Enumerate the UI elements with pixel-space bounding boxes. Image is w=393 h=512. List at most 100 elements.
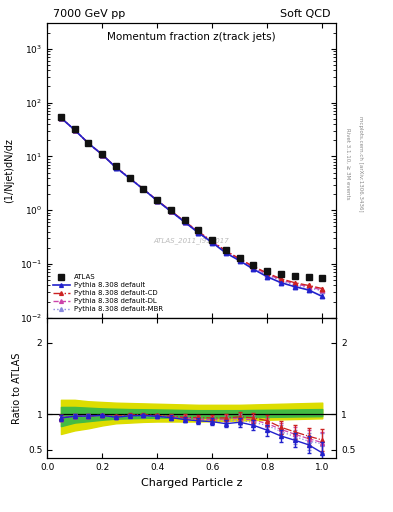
ATLAS (59, 114, 63, 120)
Y-axis label: Ratio to ATLAS: Ratio to ATLAS (12, 352, 22, 424)
Pythia 8.308 default (127, 175, 132, 181)
Line: Pythia 8.308 default-DL: Pythia 8.308 default-DL (59, 116, 325, 292)
Pythia 8.308 default-MBR (320, 288, 325, 294)
Pythia 8.308 default-CD (155, 197, 160, 203)
Pythia 8.308 default-MBR (237, 257, 242, 263)
Y-axis label: (1/Njet)dN/dz: (1/Njet)dN/dz (4, 138, 15, 203)
Pythia 8.308 default-DL (237, 257, 242, 263)
ATLAS (155, 197, 160, 203)
Line: Pythia 8.308 default-MBR: Pythia 8.308 default-MBR (59, 116, 325, 293)
Line: ATLAS: ATLAS (58, 113, 325, 281)
Pythia 8.308 default-CD (210, 238, 215, 244)
Pythia 8.308 default-MBR (141, 186, 146, 193)
ATLAS (196, 227, 201, 233)
Line: Pythia 8.308 default-CD: Pythia 8.308 default-CD (59, 116, 325, 291)
ATLAS (279, 271, 283, 277)
Pythia 8.308 default-CD (59, 115, 63, 121)
Pythia 8.308 default-DL (196, 229, 201, 236)
Pythia 8.308 default (196, 230, 201, 236)
ATLAS (265, 268, 270, 274)
Text: 7000 GeV pp: 7000 GeV pp (53, 9, 125, 18)
ATLAS (169, 207, 173, 214)
Pythia 8.308 default-MBR (155, 198, 160, 204)
Pythia 8.308 default-DL (100, 152, 105, 158)
Pythia 8.308 default-MBR (100, 152, 105, 158)
ATLAS (224, 247, 228, 253)
Pythia 8.308 default-MBR (224, 249, 228, 255)
Pythia 8.308 default-CD (292, 280, 297, 286)
Pythia 8.308 default (224, 250, 228, 256)
Pythia 8.308 default (251, 266, 256, 272)
Pythia 8.308 default (182, 219, 187, 225)
Pythia 8.308 default-CD (251, 263, 256, 269)
ATLAS (86, 140, 91, 146)
Pythia 8.308 default-MBR (210, 239, 215, 245)
Pythia 8.308 default (292, 284, 297, 290)
Pythia 8.308 default-MBR (127, 175, 132, 181)
Pythia 8.308 default (59, 115, 63, 121)
Pythia 8.308 default-DL (182, 219, 187, 225)
Pythia 8.308 default-DL (127, 175, 132, 181)
Pythia 8.308 default (86, 140, 91, 146)
Pythia 8.308 default-DL (114, 164, 118, 170)
Pythia 8.308 default-CD (224, 248, 228, 254)
ATLAS (306, 274, 311, 280)
Pythia 8.308 default (237, 258, 242, 264)
ATLAS (237, 255, 242, 261)
X-axis label: Charged Particle z: Charged Particle z (141, 478, 242, 487)
ATLAS (182, 217, 187, 223)
Pythia 8.308 default (100, 152, 105, 158)
Pythia 8.308 default-MBR (306, 285, 311, 291)
ATLAS (141, 186, 146, 192)
ATLAS (114, 163, 118, 169)
Pythia 8.308 default-CD (279, 276, 283, 282)
Text: Soft QCD: Soft QCD (280, 9, 330, 18)
Pythia 8.308 default-CD (86, 140, 91, 146)
Pythia 8.308 default-CD (237, 255, 242, 262)
Pythia 8.308 default-CD (127, 175, 132, 181)
ATLAS (210, 237, 215, 243)
Pythia 8.308 default (320, 293, 325, 300)
Pythia 8.308 default-CD (196, 228, 201, 234)
ATLAS (72, 126, 77, 132)
Pythia 8.308 default-DL (59, 115, 63, 121)
Pythia 8.308 default-DL (320, 287, 325, 293)
Pythia 8.308 default-DL (141, 186, 146, 192)
Pythia 8.308 default-MBR (86, 140, 91, 146)
Pythia 8.308 default (155, 198, 160, 204)
Pythia 8.308 default-CD (169, 208, 173, 214)
Pythia 8.308 default (72, 127, 77, 133)
Pythia 8.308 default (141, 186, 146, 193)
Pythia 8.308 default-CD (306, 283, 311, 289)
Pythia 8.308 default (265, 274, 270, 280)
Pythia 8.308 default-DL (155, 198, 160, 204)
Pythia 8.308 default-MBR (59, 115, 63, 121)
Pythia 8.308 default-MBR (251, 265, 256, 271)
Pythia 8.308 default-CD (265, 270, 270, 276)
ATLAS (251, 262, 256, 268)
Pythia 8.308 default-DL (251, 264, 256, 270)
Text: Rivet 3.1.10, ≥ 3M events: Rivet 3.1.10, ≥ 3M events (345, 128, 350, 200)
ATLAS (292, 273, 297, 279)
Text: mcplots.cern.ch [arXiv:1306.3436]: mcplots.cern.ch [arXiv:1306.3436] (358, 116, 363, 211)
Pythia 8.308 default-MBR (182, 219, 187, 225)
Pythia 8.308 default-DL (210, 239, 215, 245)
Pythia 8.308 default-DL (292, 281, 297, 287)
Pythia 8.308 default-DL (72, 127, 77, 133)
Pythia 8.308 default-CD (114, 164, 118, 170)
Pythia 8.308 default-DL (306, 284, 311, 290)
Pythia 8.308 default-CD (100, 152, 105, 158)
ATLAS (100, 151, 105, 157)
Pythia 8.308 default-MBR (169, 208, 173, 215)
Pythia 8.308 default-MBR (265, 272, 270, 278)
Pythia 8.308 default-CD (182, 218, 187, 224)
Pythia 8.308 default-CD (320, 286, 325, 292)
Pythia 8.308 default-DL (86, 140, 91, 146)
Pythia 8.308 default-DL (169, 208, 173, 214)
Line: Pythia 8.308 default: Pythia 8.308 default (59, 116, 325, 298)
Pythia 8.308 default-MBR (114, 164, 118, 170)
Legend: ATLAS, Pythia 8.308 default, Pythia 8.308 default-CD, Pythia 8.308 default-DL, P: ATLAS, Pythia 8.308 default, Pythia 8.30… (51, 272, 165, 314)
Pythia 8.308 default (306, 287, 311, 293)
ATLAS (127, 175, 132, 181)
Pythia 8.308 default-CD (72, 127, 77, 133)
